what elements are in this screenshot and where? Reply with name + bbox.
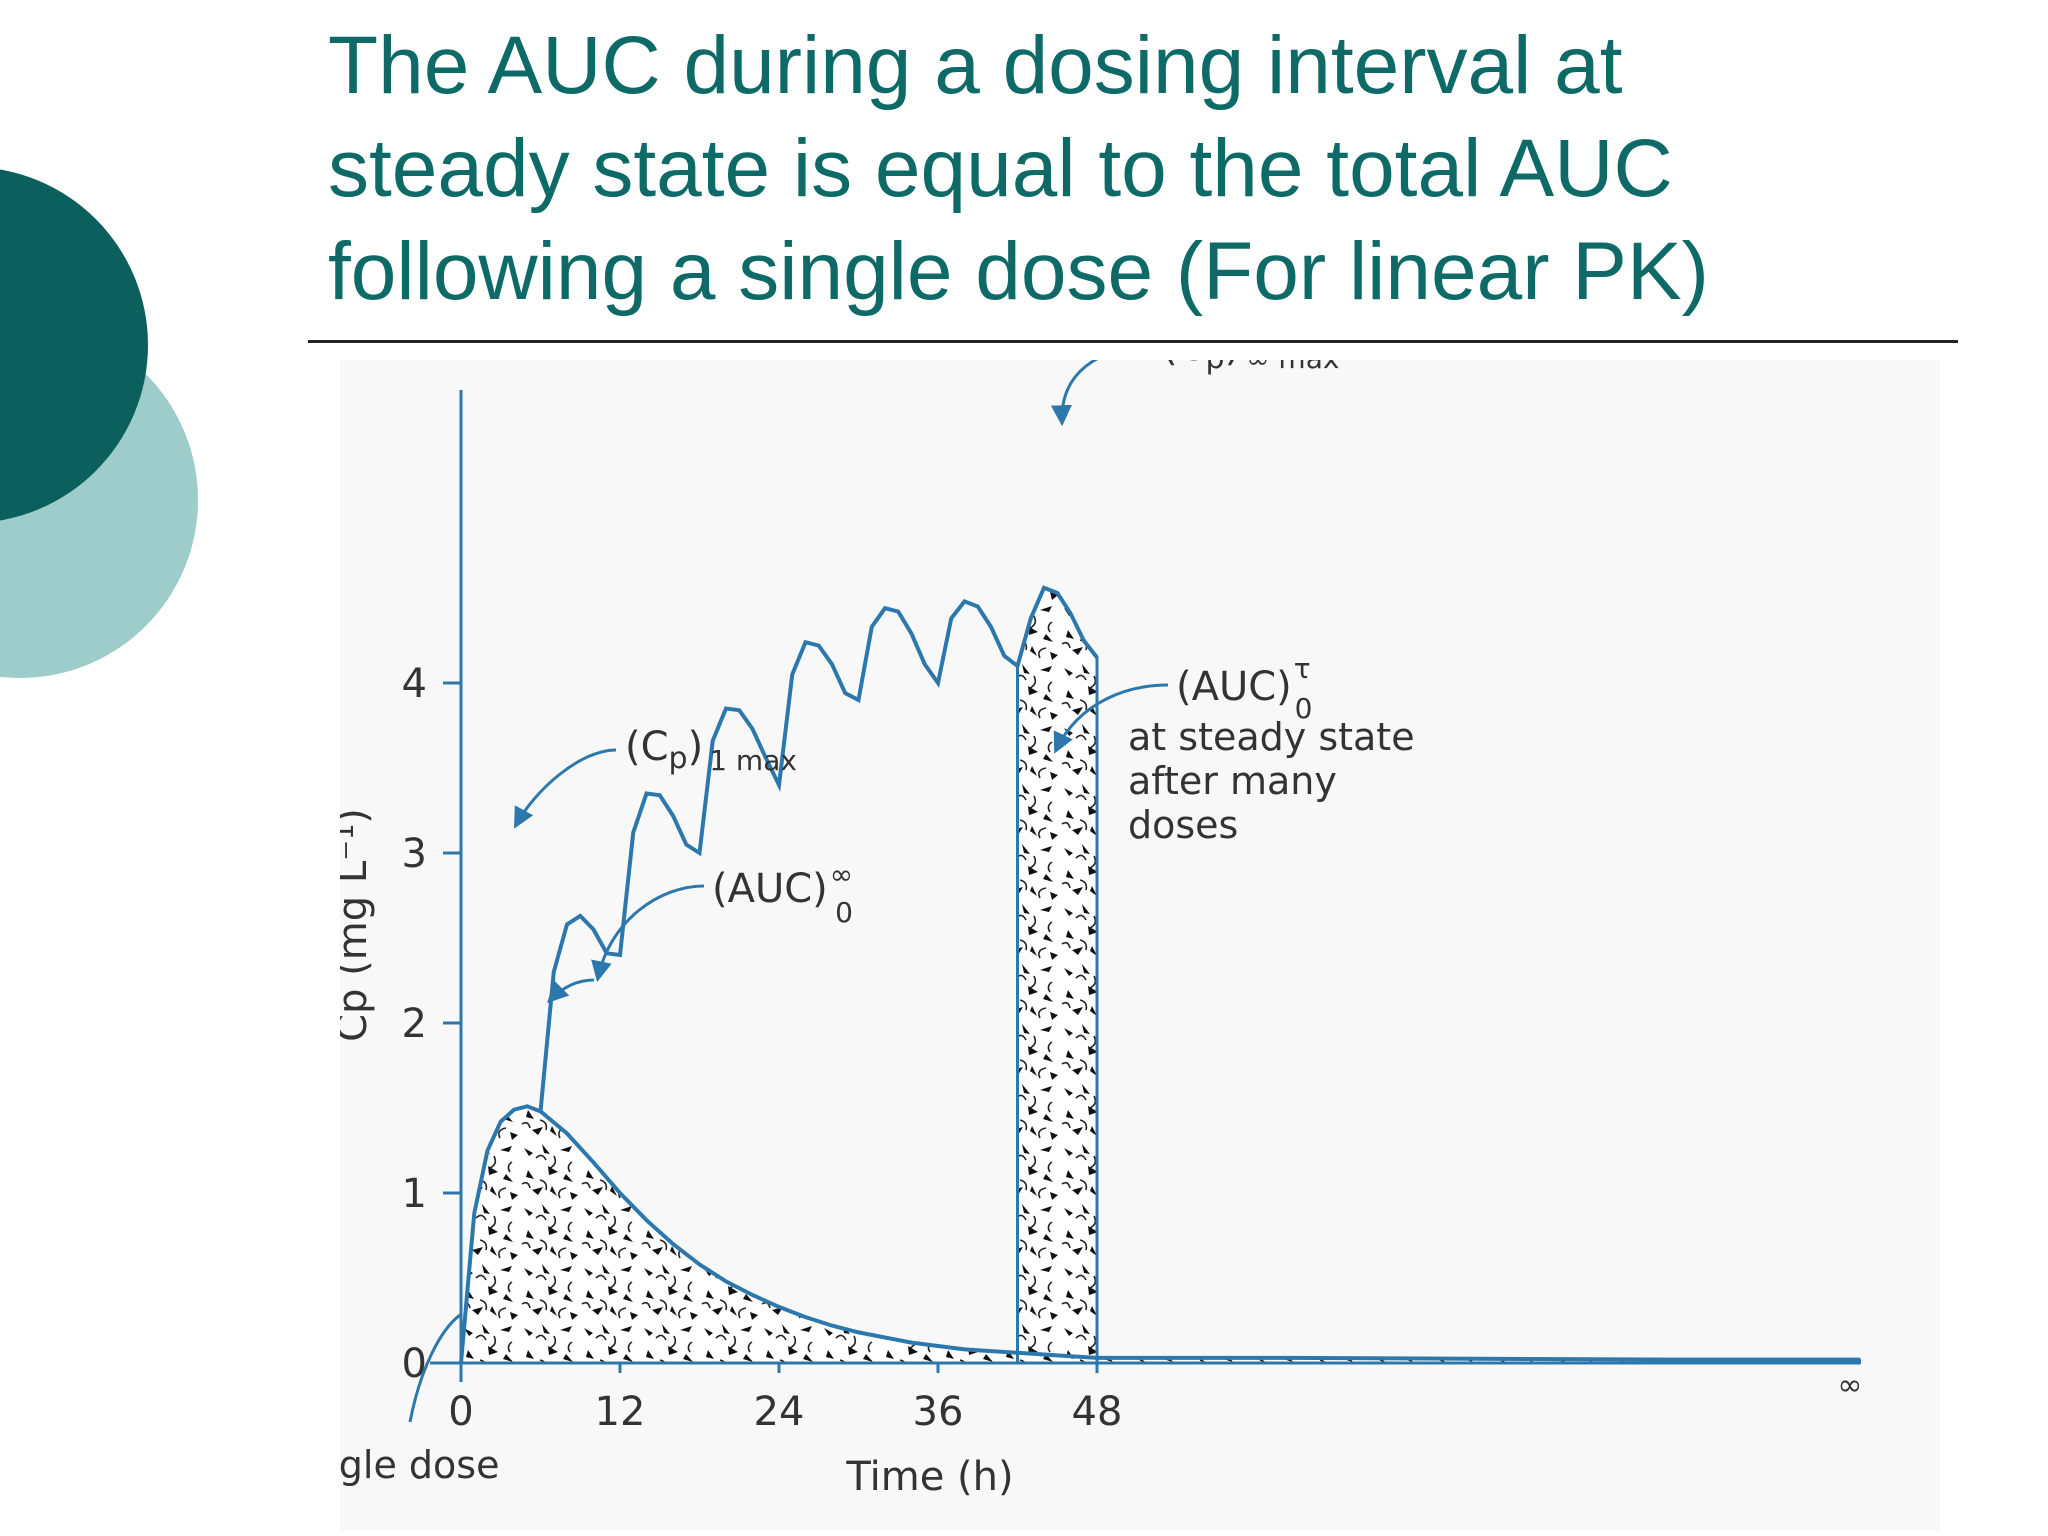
- shaded-areas: [459, 585, 1861, 1365]
- arrow-single-dose: [408, 1313, 461, 1423]
- multiple-dose-line: [538, 585, 1099, 1112]
- label-steady-state-line-1: at steady state: [1128, 715, 1415, 759]
- title-line-3: following a single dose (For linear PK): [328, 226, 1709, 317]
- auc-single-dose-area: [459, 1105, 1861, 1364]
- x-tick-label: 12: [595, 1389, 646, 1435]
- axes: [430, 390, 1860, 1382]
- series-lines: [459, 585, 1860, 1364]
- y-axis-label: Cp (mg L⁻¹): [340, 808, 376, 1042]
- label-steady-state-line-3: doses: [1128, 803, 1238, 847]
- decorative-circles: [0, 169, 198, 678]
- arrow-auc-inf: [591, 884, 705, 983]
- auc-steady-state-area: [1016, 585, 1099, 1365]
- x-tick-label: 0: [448, 1389, 473, 1435]
- arrow-cp-inf-max: [1050, 343, 1161, 427]
- y-tick-label: 2: [402, 1001, 427, 1047]
- slide-title: The AUC during a dosing interval at stea…: [328, 14, 1968, 323]
- chart-panel: 0 1 2 3 4 0 12 24 36 48 ∞ Time (h) Cp (mg L⁻¹) (Cp…: [280, 324, 1940, 1530]
- label-cp-inf-max: (Cp)∞ max: [1162, 360, 1339, 376]
- label-cp-1-max: (Cp) 1 max: [625, 724, 797, 777]
- y-tick-label: 3: [402, 831, 427, 877]
- x-axis-label: Time (h): [845, 1454, 1013, 1500]
- title-line-1: The AUC during a dosing interval at: [328, 20, 1623, 111]
- annotation-auc-inf: (AUC)∞ 0: [547, 858, 853, 1003]
- arrow-cp-1-max: [513, 748, 617, 829]
- arrow-auc-tau: [1053, 683, 1169, 754]
- x-tick-label: 36: [913, 1389, 964, 1435]
- annotation-auc-tau: (AUC)τ 0 at steady state after many doses: [1053, 652, 1415, 847]
- single-dose-line: [459, 1104, 1860, 1364]
- arrow-auc-inf-2: [547, 978, 595, 1003]
- x-tick-label: 48: [1072, 1389, 1123, 1435]
- y-tick-label: 0: [402, 1341, 427, 1387]
- label-auc-inf: (AUC)∞ 0: [712, 858, 853, 929]
- dark-circle: [0, 169, 148, 521]
- title-line-2: steady state is equal to the total AUC: [328, 123, 1673, 214]
- x-tick-label: 24: [754, 1389, 805, 1435]
- y-tick-label: 1: [402, 1171, 427, 1217]
- x-infinity-label: ∞: [1838, 1368, 1863, 1403]
- annotation-cp-1-max: (Cp) 1 max: [513, 724, 797, 829]
- label-steady-state-line-2: after many: [1128, 759, 1337, 803]
- annotation-cp-inf-max: (Cp)∞ max: [1050, 324, 1339, 427]
- title-divider: [308, 340, 1958, 343]
- label-single-dose: Single dose: [340, 1443, 499, 1487]
- label-auc-tau: (AUC)τ 0: [1176, 652, 1312, 725]
- y-tick-label: 4: [402, 661, 427, 707]
